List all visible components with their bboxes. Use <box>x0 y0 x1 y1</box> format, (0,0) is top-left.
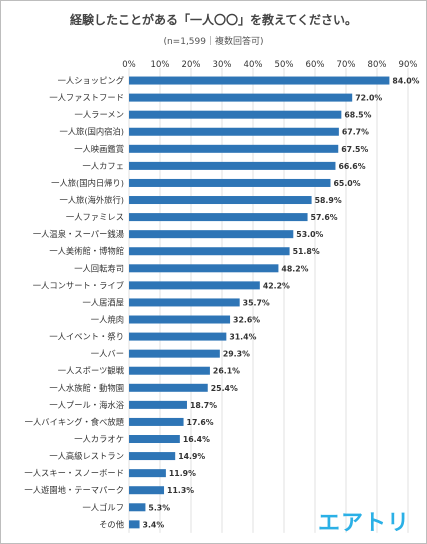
bar <box>129 281 260 290</box>
value-label: 68.5% <box>344 111 371 120</box>
value-label: 65.0% <box>334 179 361 188</box>
value-label: 31.4% <box>229 333 256 342</box>
category-label: 一人遊園地・テーマパーク <box>24 485 124 495</box>
category-label: 一人旅(海外旅行) <box>59 195 124 205</box>
bar <box>129 486 165 495</box>
bar <box>129 144 339 153</box>
category-label: 一人バー <box>91 349 124 359</box>
bar <box>129 76 390 85</box>
chart-subtitle: (n=1,599｜複数回答可) <box>163 37 264 47</box>
bar <box>129 366 210 375</box>
bar <box>129 503 146 512</box>
value-label: 42.2% <box>263 281 290 290</box>
value-label: 11.3% <box>167 486 194 495</box>
x-tick-label: 80% <box>368 60 387 70</box>
bar <box>129 315 231 324</box>
value-label: 84.0% <box>392 77 419 86</box>
bar <box>129 213 308 222</box>
x-tick-label: 40% <box>244 60 263 70</box>
value-label: 25.4% <box>211 384 238 393</box>
bar <box>129 110 342 119</box>
value-label: 35.7% <box>243 298 270 307</box>
category-label: 一人温泉・スーパー銭湯 <box>33 229 124 239</box>
bar <box>129 127 339 136</box>
value-label: 11.9% <box>169 469 196 478</box>
category-label: 一人焼肉 <box>91 315 124 325</box>
value-label: 53.0% <box>296 230 323 239</box>
category-label: 一人水族館・動物園 <box>49 383 124 393</box>
category-label: 一人ファストフード <box>49 93 124 103</box>
value-label: 18.7% <box>190 401 217 410</box>
chart-title: 経験したことがある「一人〇〇」を教えてください。 <box>69 13 358 27</box>
bar <box>129 332 227 341</box>
category-label: 一人プール・海水浴 <box>49 400 124 410</box>
bar <box>129 417 184 426</box>
value-label: 17.6% <box>187 418 214 427</box>
value-label: 14.9% <box>178 452 205 461</box>
category-label: 一人回転寿司 <box>74 263 124 273</box>
bar <box>129 520 140 529</box>
bar <box>129 178 331 187</box>
x-tick-label: 30% <box>213 60 232 70</box>
value-label: 29.3% <box>223 350 250 359</box>
value-label: 67.5% <box>341 145 368 154</box>
x-tick-label: 70% <box>337 60 356 70</box>
x-tick-label: 0% <box>122 60 136 70</box>
category-label: その他 <box>99 519 124 529</box>
value-label: 3.4% <box>143 520 165 529</box>
bar <box>129 93 353 102</box>
value-label: 26.1% <box>213 367 240 376</box>
category-label: 一人コンサート・ライブ <box>33 280 125 290</box>
category-label: 一人ラーメン <box>75 110 124 120</box>
category-label: 一人スポーツ観戦 <box>58 366 125 376</box>
bar <box>129 264 279 273</box>
category-label: 一人映画鑑賞 <box>74 144 124 154</box>
bar <box>129 383 208 392</box>
x-tick-label: 20% <box>182 60 201 70</box>
airtrip-logo: エアトリ <box>318 511 411 536</box>
category-label: 一人旅(国内日帰り) <box>51 178 124 188</box>
category-label: 一人ファミレス <box>66 212 124 222</box>
value-label: 16.4% <box>183 435 210 444</box>
category-label: 一人イベント・祭り <box>49 332 124 342</box>
bar <box>129 435 180 444</box>
category-label: 一人旅(国内宿泊) <box>59 127 124 137</box>
x-tick-label: 10% <box>151 60 170 70</box>
x-tick-label: 50% <box>275 60 294 70</box>
bar <box>129 469 166 478</box>
bar <box>129 230 294 239</box>
bar <box>129 196 312 205</box>
bar <box>129 161 336 170</box>
category-label: 一人カラオケ <box>74 434 124 444</box>
x-tick-label: 90% <box>399 60 418 70</box>
x-tick-label: 60% <box>306 60 325 70</box>
value-label: 72.0% <box>355 94 382 103</box>
value-label: 48.2% <box>281 264 308 273</box>
bar <box>129 400 187 409</box>
category-label: 一人ショッピング <box>58 76 124 86</box>
bar <box>129 452 176 461</box>
value-label: 32.6% <box>233 316 260 325</box>
value-label: 67.7% <box>342 128 369 137</box>
bar <box>129 349 220 358</box>
category-label: 一人スキー・スノーボード <box>24 468 124 478</box>
value-label: 57.6% <box>311 213 338 222</box>
value-label: 58.9% <box>315 196 342 205</box>
value-label: 5.3% <box>148 503 170 512</box>
category-label: 一人美術館・博物館 <box>49 246 124 256</box>
bar <box>129 247 290 256</box>
value-label: 51.8% <box>293 247 320 256</box>
category-label: 一人カフェ <box>83 161 125 171</box>
category-label: 一人ゴルフ <box>83 502 125 512</box>
value-label: 66.6% <box>338 162 365 171</box>
category-label: 一人居酒屋 <box>83 297 125 307</box>
bar <box>129 298 240 307</box>
category-label: 一人バイキング・食べ放題 <box>25 417 125 427</box>
category-label: 一人高級レストラン <box>49 451 124 461</box>
